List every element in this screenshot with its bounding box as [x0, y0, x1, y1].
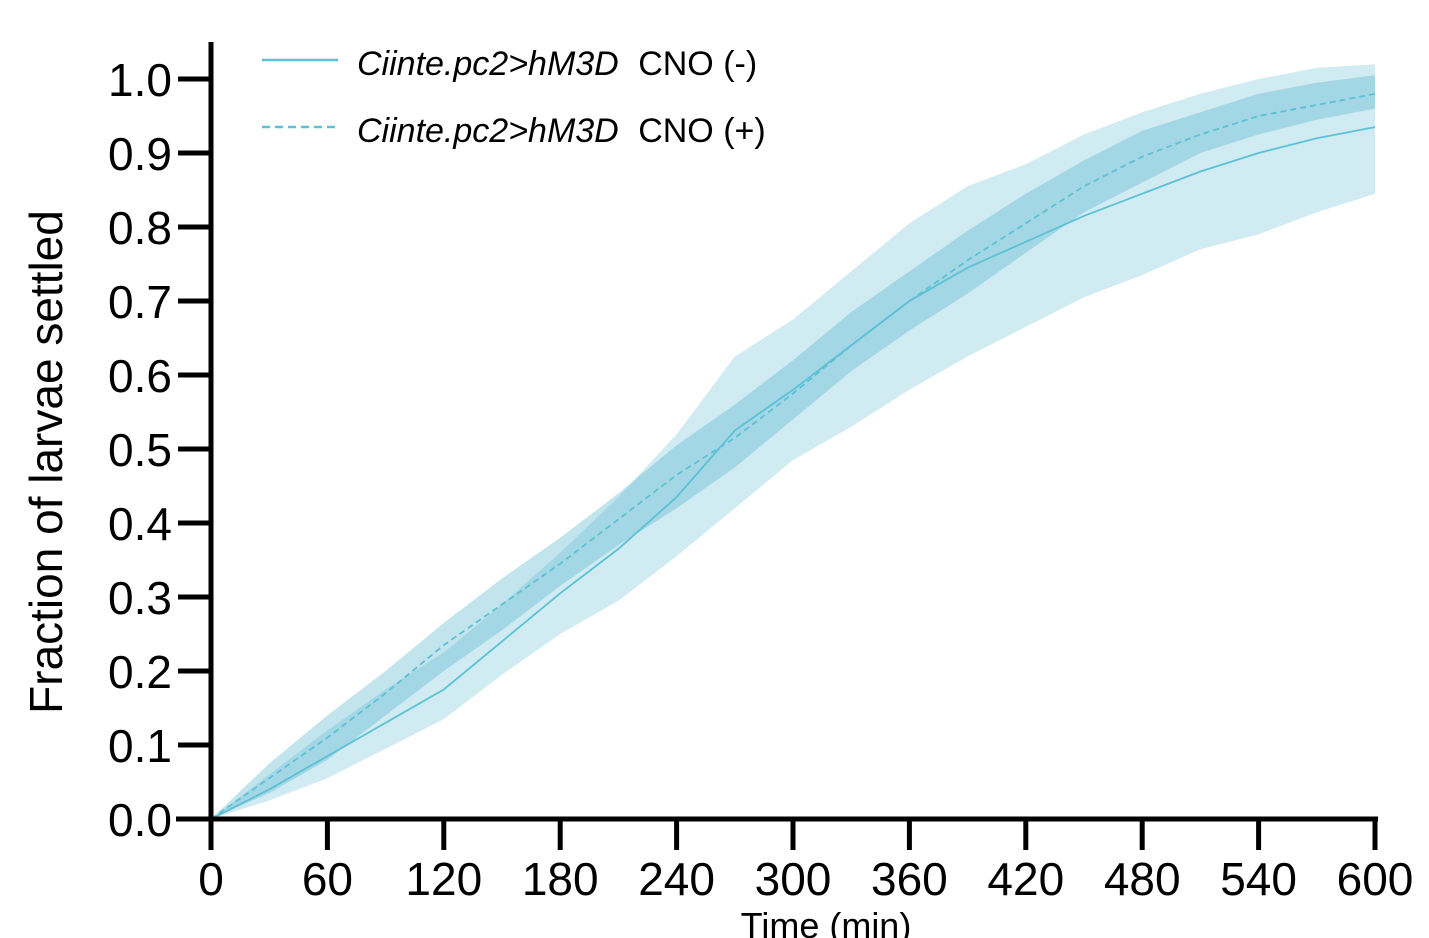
y-tick-label: 0.4 [108, 498, 172, 550]
y-tick-label: 0.6 [108, 350, 172, 402]
x-tick-label: 480 [1104, 853, 1181, 905]
x-ticks: 0 60 120 180 240 300 360 420 480 540 600 [198, 819, 1413, 905]
series-lines [210, 92, 1376, 820]
legend-label-solid-italic: Ciinte.pc2>hM3D [357, 45, 619, 83]
y-tick-label: 0.8 [108, 202, 172, 254]
y-tick-label: 0.5 [108, 424, 172, 476]
band-solid [211, 64, 1375, 819]
x-tick-label: 60 [302, 853, 353, 905]
x-tick-label: 180 [522, 853, 599, 905]
series-line-dashed [210, 92, 1376, 820]
legend-label-dashed: Ciinte.pc2>hM3D CNO (+) [357, 112, 766, 150]
y-tick-label: 0.0 [108, 794, 172, 846]
legend: Ciinte.pc2>hM3D CNO (-) Ciinte.pc2>hM3D … [262, 45, 766, 150]
y-tick-label: 0.1 [108, 720, 172, 772]
x-tick-label: 120 [405, 853, 482, 905]
confidence-bands [211, 64, 1375, 820]
y-tick-label: 0.2 [108, 646, 172, 698]
x-tick-label: 240 [638, 853, 715, 905]
x-tick-label: 600 [1337, 853, 1414, 905]
y-tick-label: 1.0 [108, 54, 172, 106]
y-ticks: 0.0 0.1 0.2 0.3 0.4 0.5 0.6 0.7 0.8 0.9 1.0 [108, 54, 211, 846]
x-tick-label: 0 [198, 853, 224, 905]
band-dashed [211, 75, 1375, 820]
y-axis-title: Fraction of larvae settled [20, 210, 72, 714]
x-tick-label: 300 [755, 853, 832, 905]
y-tick-label: 0.9 [108, 128, 172, 180]
legend-label-solid: Ciinte.pc2>hM3D CNO (-) [357, 45, 757, 83]
x-axis-title: Time (min) [741, 905, 912, 938]
x-tick-label: 360 [871, 853, 948, 905]
series-line-solid [210, 126, 1376, 820]
legend-label-solid-rest: CNO (-) [638, 45, 757, 83]
legend-label-dashed-rest: CNO (+) [638, 112, 766, 150]
x-tick-label: 540 [1220, 853, 1297, 905]
axes [176, 42, 1378, 822]
legend-label-dashed-italic: Ciinte.pc2>hM3D [357, 112, 619, 150]
y-tick-label: 0.7 [108, 276, 172, 328]
x-tick-label: 420 [987, 853, 1064, 905]
y-tick-label: 0.3 [108, 572, 172, 624]
